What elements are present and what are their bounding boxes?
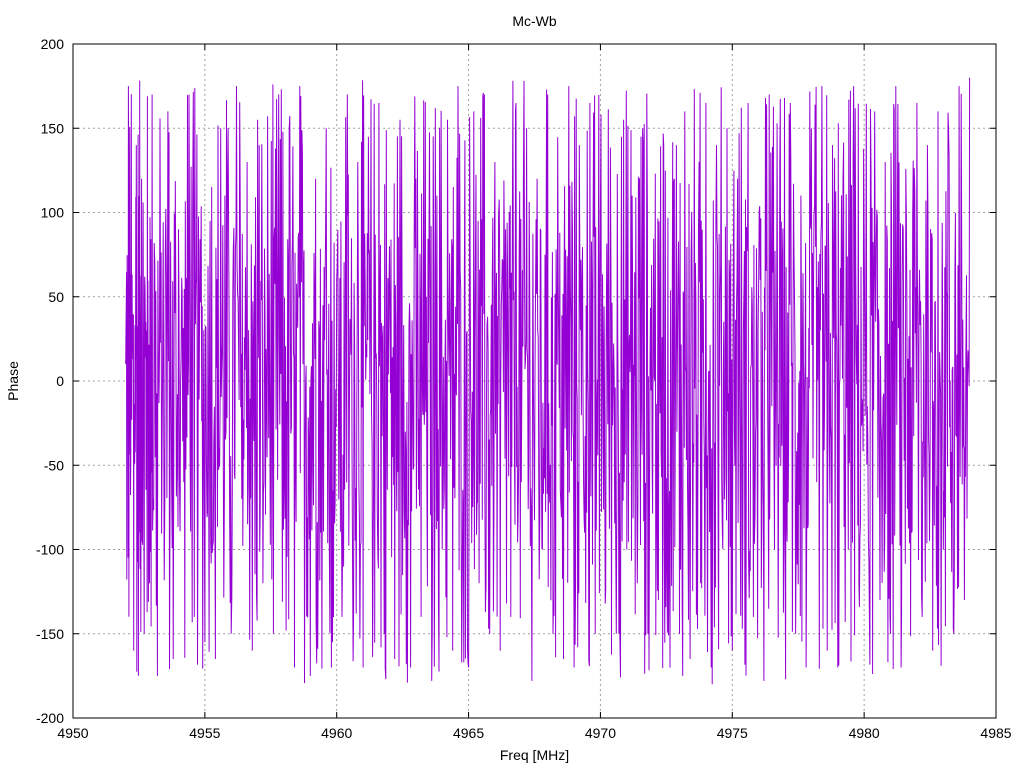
x-tick-label: 4980 — [849, 725, 880, 741]
x-tick-label: 4955 — [189, 725, 220, 741]
tick-labels: 4950 4955 4960 4965 4970 4975 4980 4985 -200 -150… — [36, 36, 1012, 741]
y-tick-label: -50 — [44, 457, 64, 473]
phase-series-line — [125, 77, 971, 685]
y-tick-label: -150 — [36, 626, 64, 642]
y-axis-label: Phase — [5, 361, 21, 401]
y-tick-label: -200 — [36, 710, 64, 726]
chart-title: Mc-Wb — [512, 13, 557, 29]
x-axis-label: Freq [MHz] — [500, 747, 569, 763]
y-tick-label: 0 — [56, 373, 64, 389]
y-tick-label: 100 — [41, 205, 65, 221]
x-tick-label: 4950 — [57, 725, 88, 741]
x-tick-label: 4965 — [453, 725, 484, 741]
x-tick-label: 4975 — [717, 725, 748, 741]
y-tick-label: 200 — [41, 36, 65, 52]
series-layer — [125, 77, 971, 685]
axis-ticks — [72, 43, 997, 719]
y-tick-label: 50 — [48, 289, 64, 305]
x-tick-label: 4960 — [321, 725, 352, 741]
x-tick-label: 4985 — [980, 725, 1011, 741]
x-tick-label: 4970 — [585, 725, 616, 741]
y-tick-label: -100 — [36, 542, 64, 558]
y-tick-label: 150 — [41, 120, 65, 136]
